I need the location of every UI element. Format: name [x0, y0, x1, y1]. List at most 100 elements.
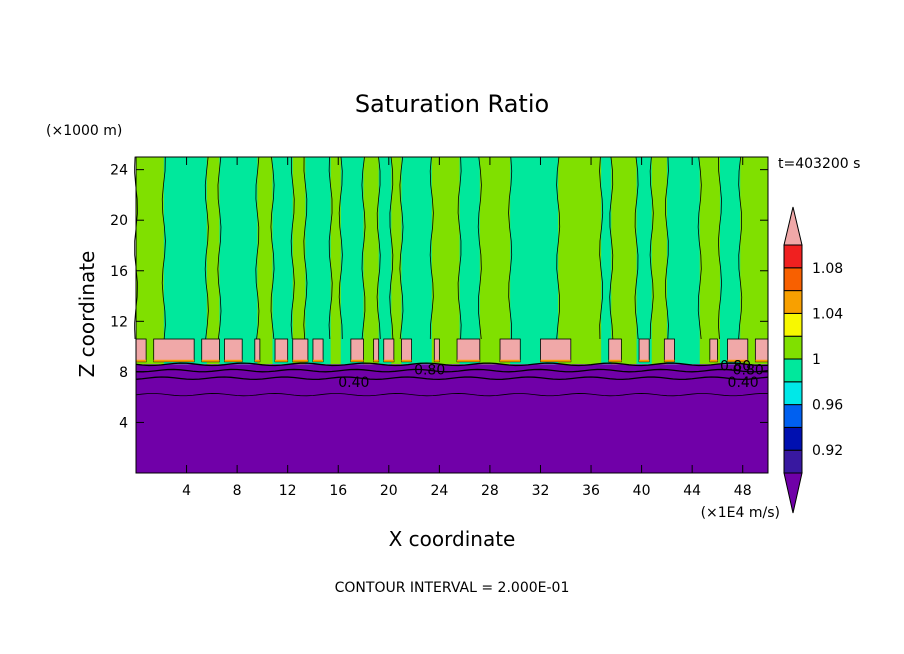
contour-line — [338, 156, 343, 340]
x-tick-label: 32 — [532, 483, 550, 499]
cloud-cap-region — [401, 338, 412, 363]
cloud-cap-region — [663, 338, 675, 363]
contour-line — [161, 156, 166, 340]
cloud-cap-region — [754, 338, 769, 363]
cloud-cap-region — [373, 338, 380, 363]
colorbar-swatch — [783, 267, 803, 292]
x-tick-label: 40 — [633, 483, 651, 499]
field-column — [378, 157, 392, 365]
contour-line — [303, 156, 308, 340]
cloud-cap-region — [383, 338, 395, 363]
contour-line-lower — [135, 362, 769, 367]
field-column — [558, 157, 602, 365]
contour-line — [556, 156, 561, 340]
field-column — [699, 157, 721, 365]
x-tick-label: 16 — [329, 483, 347, 499]
field-column — [479, 157, 511, 365]
cloud-cap-base — [136, 359, 147, 362]
cloud-cap-base — [457, 359, 480, 362]
x-axis-ticks: 4 8 12 16 20 24 28 32 36 40 44 48 — [182, 157, 752, 499]
time-label: t=403200 s — [778, 156, 860, 172]
field-column — [292, 157, 306, 365]
field-column — [330, 157, 342, 365]
contour-line — [328, 156, 333, 340]
colorbar-swatch — [783, 335, 803, 360]
field-column — [719, 157, 741, 365]
contour-field — [135, 157, 769, 473]
contour-label: 0.40 — [728, 375, 759, 391]
contour-line — [738, 156, 743, 340]
cloud-cap-base — [727, 359, 748, 362]
contour-line — [609, 156, 614, 340]
contour-line-lower — [135, 393, 769, 397]
field-column — [636, 157, 653, 365]
x-tick-label: 36 — [582, 483, 600, 499]
cloud-cap-region — [224, 338, 243, 363]
colorbar-label: 1 — [812, 352, 821, 368]
cloud-cap-base — [383, 359, 394, 362]
field-column — [257, 157, 274, 365]
cloud-cap-base — [254, 359, 260, 362]
field-column — [740, 157, 769, 365]
cloud-cap-base — [312, 359, 324, 362]
cloud-cap-base — [401, 359, 412, 362]
cloud-cap-base — [292, 359, 308, 362]
contour-line — [508, 156, 513, 340]
contour-label: 0.40 — [338, 375, 369, 391]
colorbar-label: 1.04 — [812, 306, 843, 322]
colorbar-swatch — [783, 449, 803, 474]
colorbar-swatch — [783, 358, 803, 383]
cloud-cap-region — [135, 338, 147, 363]
cloud-cap-base — [350, 359, 364, 362]
contour-line — [399, 156, 404, 340]
contour-line — [634, 156, 639, 340]
colorbar-swatch — [783, 404, 803, 428]
contour-line-lower — [135, 376, 769, 381]
y-tick-label: 4 — [119, 415, 128, 431]
x-tick-label: 12 — [279, 483, 297, 499]
contour-label: 0.80 — [720, 359, 751, 375]
y-tick-label: 12 — [110, 314, 128, 330]
cloud-cap-region — [608, 338, 622, 363]
cloud-cap-region — [456, 338, 481, 363]
y-tick-label: 24 — [110, 163, 128, 179]
x-axis-title: X coordinate — [389, 527, 516, 551]
field-column — [459, 157, 481, 365]
cloud-cap-base — [201, 359, 220, 362]
contour-line — [255, 156, 260, 340]
colorbar-label: 1.08 — [812, 261, 843, 277]
y-axis-ticks: 4 8 12 16 20 24 — [110, 163, 768, 431]
contour-line — [389, 156, 394, 340]
y-tick-label: 20 — [110, 213, 128, 229]
contour-labels: 0.400.80 0.800.400.80 — [338, 359, 764, 391]
contour-line — [477, 156, 482, 340]
field-column — [601, 157, 612, 365]
contour-line — [457, 156, 462, 340]
contour-line — [290, 156, 295, 340]
field-column — [431, 157, 461, 365]
cloud-cap-base — [500, 359, 521, 362]
contour-label: 0.80 — [414, 362, 445, 378]
field-column — [305, 157, 332, 365]
contour-line — [697, 156, 702, 340]
chart-title: Saturation Ratio — [355, 90, 549, 118]
field-column — [136, 157, 165, 365]
cloud-cap-region — [153, 338, 195, 363]
cloud-cap-base — [664, 359, 675, 362]
plot-frame — [135, 156, 769, 474]
cloud-cap-region — [709, 338, 718, 363]
x-tick-label: 28 — [481, 483, 499, 499]
contour-line — [429, 156, 434, 340]
contour-line — [376, 156, 381, 340]
cloud-cap-region — [274, 338, 289, 363]
field-column — [363, 157, 380, 365]
cloud-cap-base — [224, 359, 243, 362]
colorbar-upper-triangle — [783, 206, 803, 246]
colorbar-swatch — [783, 381, 803, 406]
colorbar-swatch — [783, 290, 803, 314]
colorbar-swatch — [783, 426, 803, 451]
cloud-cap-region — [638, 338, 650, 363]
y-axis-title: Z coordinate — [75, 251, 99, 378]
field-column — [219, 157, 258, 365]
